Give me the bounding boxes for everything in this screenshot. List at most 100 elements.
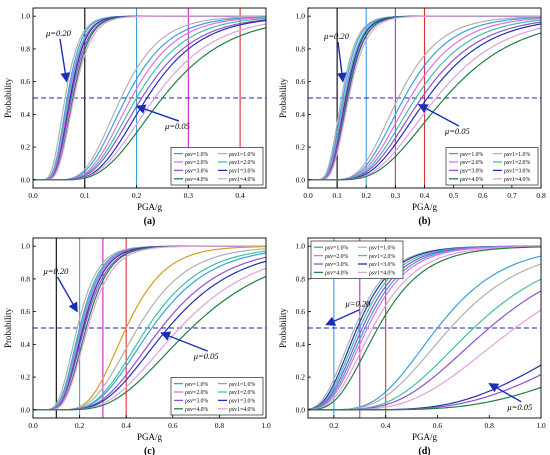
series-line [308,246,541,411]
legend: ρsv=1.0% ρsv1=1.0% ρsv=2.0% ρsv1=2.0% ρsv=3.… [170,377,264,416]
y-tick-label: 0.4 [21,340,31,349]
x-tick-label: 0.1 [80,191,90,200]
chart-panel-3: 0.0 0.2 0.4 0.6 0.8 1.0 0.0 0.2 0.4 0.6 0.8 1.0 PGA/… [3,237,271,455]
legend-label: ρsv=1.0% [185,152,209,158]
y-axis-label: Probability [3,308,13,348]
plot-frame [32,7,267,189]
x-tick-label: 0.4 [122,421,132,430]
y-axis-label: Probability [278,78,288,118]
x-axis-label: PGA/g [137,202,163,212]
legend-label: ρsv=2.0% [185,390,209,396]
y-tick-label: 1.0 [21,12,31,21]
legend-label: ρsv1=1.0% [369,245,395,251]
x-tick-label: 0.6 [433,421,443,430]
x-tick-label: 0.6 [168,421,178,430]
legend-label: ρsv=1.0% [185,382,209,388]
annotation-arrow [336,42,347,83]
series-line [308,309,541,411]
x-tick-label: 0.3 [184,191,194,200]
y-tick-label: 0.2 [296,373,306,382]
x-tick-label: 1.0 [261,421,271,430]
y-tick-label: 0.6 [21,77,31,86]
x-axis-label: PGA/g [412,432,438,442]
legend-label: ρsv1=2.0% [504,160,530,166]
series-line [33,27,266,181]
series-line [308,290,541,411]
annotation-text: μ=0.20 [42,266,69,276]
y-tick-label: 0.0 [21,405,31,414]
chart-panel-1: 0.0 0.1 0.2 0.3 0.4 0.0 0.2 0.4 0.6 0.8 1.0 PGA/g Pr… [3,7,267,227]
series-line [308,386,541,411]
y-tick-label: 0.4 [21,110,31,119]
legend-label: ρsv=1.0% [460,152,484,158]
series-line [308,32,541,181]
x-axis-label: PGA/g [137,432,163,442]
y-tick-label: 0.6 [296,307,306,316]
legend-label: ρsv=3.0% [185,169,209,175]
annotation-text: μ=0.20 [345,299,372,309]
y-tick-label: 0.0 [296,405,306,414]
legend-label: ρsv1=3.0% [229,399,255,405]
x-tick-label: 0.0 [28,191,38,200]
annotation-text: μ=0.05 [444,126,470,136]
x-tick-label: 0.3 [391,191,401,200]
plot-frame [32,237,267,419]
legend-label: ρsv1=3.0% [504,169,530,175]
x-tick-label: 0.4 [420,191,430,200]
legend-label: ρsv=2.0% [325,254,349,260]
series-line [308,263,541,411]
legend: ρsv=1.0% ρsv1=1.0% ρsv=2.0% ρsv1=2.0% ρsv=3.… [170,147,264,186]
annotation-text: μ=0.05 [193,351,219,361]
x-tick-label: 0.2 [75,421,85,430]
series-line [308,15,541,181]
legend-label: ρsv=1.0% [325,245,349,251]
panel-label: (b) [418,216,430,227]
panel-label: (d) [418,446,430,455]
x-tick-label: 0.8 [536,191,546,200]
annotation-arrow [488,383,522,403]
legend-label: ρsv=4.0% [185,407,209,413]
y-axis-label: Probability [278,308,288,348]
x-tick-label: 0.1 [332,191,342,200]
legend-label: ρsv1=4.0% [229,177,255,183]
series-line [33,15,266,181]
legend-label: ρsv1=4.0% [369,271,395,277]
annotation-text: μ=0.20 [45,28,72,38]
x-tick-label: 1.0 [536,421,546,430]
y-tick-label: 0.6 [296,77,306,86]
x-tick-label: 0.2 [329,421,339,430]
panel-label: (a) [144,216,156,227]
y-tick-label: 0.2 [296,143,306,152]
legend-label: ρsv=3.0% [185,399,209,405]
legend-label: ρsv1=1.0% [229,382,255,388]
legend-label: ρsv1=2.0% [369,254,395,260]
legend-label: ρsv1=1.0% [504,152,530,158]
y-tick-label: 0.8 [296,274,306,283]
x-tick-label: 0.4 [235,191,245,200]
y-tick-label: 0.8 [21,44,31,53]
annotation-arrow [135,104,180,122]
series-line [33,245,266,411]
series-line [308,246,541,411]
panel-label: (c) [144,446,155,455]
chart-panel-2: 0.0 0.1 0.2 0.3 0.4 0.5 0.6 0.7 0.8 0.0 0.2 0.4 0.6 0… [278,7,546,227]
x-axis-label: PGA/g [412,202,438,212]
legend-label: ρsv=3.0% [460,169,484,175]
legend-label: ρsv=2.0% [460,160,484,166]
legend: ρsv=1.0% ρsv1=1.0% ρsv=2.0% ρsv1=2.0% ρsv=3.… [445,147,539,186]
series-line [308,245,541,411]
legend-label: ρsv1=2.0% [229,390,255,396]
annotation-arrow [59,38,71,83]
legend-label: ρsv1=3.0% [369,262,395,268]
legend-label: ρsv1=4.0% [504,177,530,183]
y-tick-label: 0.0 [296,175,306,184]
x-tick-label: 0.6 [478,191,488,200]
y-tick-label: 1.0 [296,12,306,21]
y-tick-label: 1.0 [21,242,31,251]
y-tick-label: 0.6 [21,307,31,316]
y-axis-label: Probability [3,78,13,118]
x-tick-label: 0.0 [303,191,313,200]
y-tick-label: 0.8 [296,44,306,53]
annotation-arrow [56,276,78,313]
y-tick-label: 0.2 [21,373,31,382]
